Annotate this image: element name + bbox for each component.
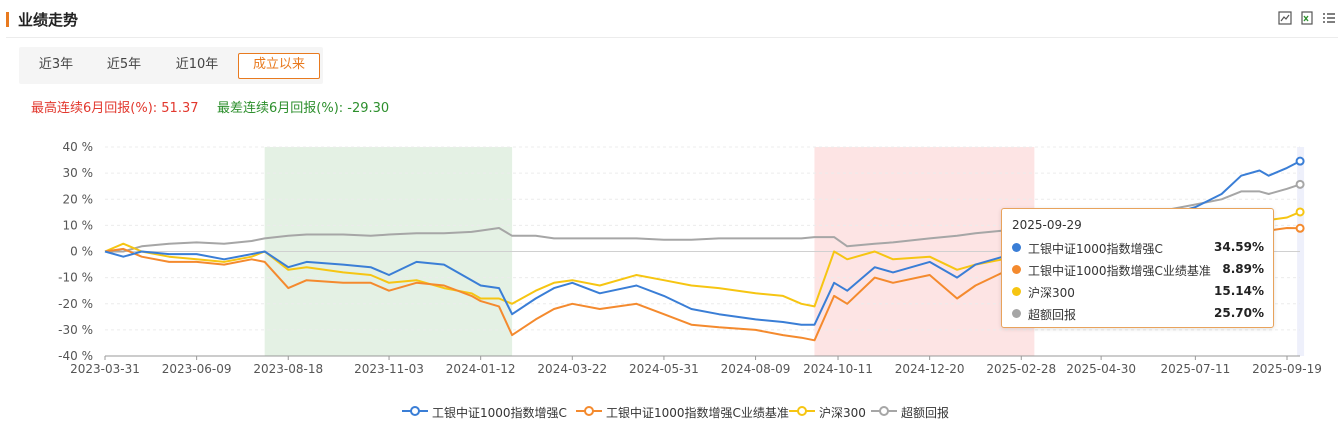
- series-end-point: [1295, 156, 1305, 166]
- excel-export-icon[interactable]: [1300, 11, 1314, 25]
- tooltip-series-name: 工银中证1000指数增强C业绩基准: [1028, 264, 1211, 278]
- legend-label: 工银中证1000指数增强C业绩基准: [606, 406, 789, 420]
- y-tick-label: 40 %: [63, 140, 94, 154]
- tooltip-row: 超额回报 25.70%: [1012, 306, 1264, 322]
- x-tick-label: 2023-06-09: [162, 362, 232, 376]
- legend-label: 超额回报: [901, 406, 950, 420]
- chart-tooltip: 2025-09-29 工银中证1000指数增强C 34.59% 工银中证1000…: [1001, 208, 1274, 328]
- range-tabs: 近3年 近5年 近10年 成立以来: [19, 47, 323, 84]
- y-tick-label: 0 %: [70, 245, 93, 259]
- tooltip-series-value: 15.14%: [1214, 284, 1264, 298]
- panel-header: 业绩走势: [0, 0, 1344, 38]
- min-6m-return: 最差连续6月回报(%): -29.30: [217, 101, 390, 116]
- series-end-point: [1295, 179, 1305, 189]
- x-tick-label: 2023-08-18: [253, 362, 323, 376]
- x-tick-label: 2024-01-12: [446, 362, 516, 376]
- tooltip-row: 工银中证1000指数增强C 34.59%: [1012, 240, 1264, 256]
- max-6m-return: 最高连续6月回报(%): 51.37: [31, 101, 199, 116]
- y-tick-label: 20 %: [63, 192, 94, 206]
- x-tick-label: 2025-02-28: [986, 362, 1056, 376]
- y-tick-label: 30 %: [63, 166, 94, 180]
- x-tick-label: 2025-07-11: [1160, 362, 1230, 376]
- legend-line-icon: [789, 406, 815, 416]
- series-end-point: [1295, 207, 1305, 217]
- legend-line-icon: [576, 406, 602, 416]
- legend-label: 工银中证1000指数增强C: [432, 406, 567, 420]
- tooltip-series-value: 34.59%: [1214, 240, 1264, 254]
- hover-column: [1297, 147, 1305, 356]
- x-tick-label: 2024-10-11: [803, 362, 873, 376]
- x-tick-label: 2024-08-09: [721, 362, 791, 376]
- toolbar: [1278, 11, 1336, 25]
- series-dot-icon: [1012, 287, 1021, 296]
- x-tick-label: 2023-11-03: [354, 362, 424, 376]
- y-tick-label: 10 %: [63, 218, 94, 232]
- y-tick-label: -30 %: [58, 323, 93, 337]
- x-tick-label: 2025-09-19: [1252, 362, 1322, 376]
- tab-10-years[interactable]: 近10年: [175, 57, 219, 72]
- y-tick-label: -40 %: [58, 349, 93, 363]
- series-dot-icon: [1012, 243, 1021, 252]
- tooltip-date: 2025-09-29: [1012, 218, 1082, 232]
- x-tick-label: 2024-12-20: [895, 362, 965, 376]
- y-tick-label: -20 %: [58, 297, 93, 311]
- tab-3-years[interactable]: 近3年: [38, 57, 74, 72]
- title-accent-bar: [6, 12, 9, 27]
- tooltip-series-value: 8.89%: [1222, 262, 1264, 276]
- legend-line-icon: [402, 406, 428, 416]
- tooltip-series-value: 25.70%: [1214, 306, 1264, 320]
- x-tick-label: 2025-04-30: [1066, 362, 1136, 376]
- x-tick-label: 2024-03-22: [537, 362, 607, 376]
- tab-5-years[interactable]: 近5年: [106, 57, 142, 72]
- legend-line-icon: [871, 406, 897, 416]
- tooltip-series-name: 沪深300: [1028, 286, 1075, 300]
- series-end-point: [1295, 223, 1305, 233]
- list-menu-icon[interactable]: [1322, 11, 1336, 25]
- series-dot-icon: [1012, 265, 1021, 274]
- tooltip-series-name: 超额回报: [1028, 308, 1077, 322]
- y-tick-label: -10 %: [58, 271, 93, 285]
- image-download-icon[interactable]: [1278, 11, 1292, 25]
- x-tick-label: 2024-05-31: [629, 362, 699, 376]
- tab-since-inception[interactable]: 成立以来: [238, 53, 320, 79]
- header-divider: [6, 37, 1338, 38]
- x-tick-label: 2023-03-31: [70, 362, 140, 376]
- tooltip-series-name: 工银中证1000指数增强C: [1028, 242, 1163, 256]
- tooltip-row: 工银中证1000指数增强C业绩基准 8.89%: [1012, 262, 1264, 278]
- tooltip-row: 沪深300 15.14%: [1012, 284, 1264, 300]
- panel-title: 业绩走势: [18, 11, 79, 29]
- legend-label: 沪深300: [819, 406, 866, 420]
- performance-chart[interactable]: 40 %30 %20 %10 %0 %-10 %-20 %-30 %-40 %2…: [0, 130, 1344, 380]
- series-dot-icon: [1012, 309, 1021, 318]
